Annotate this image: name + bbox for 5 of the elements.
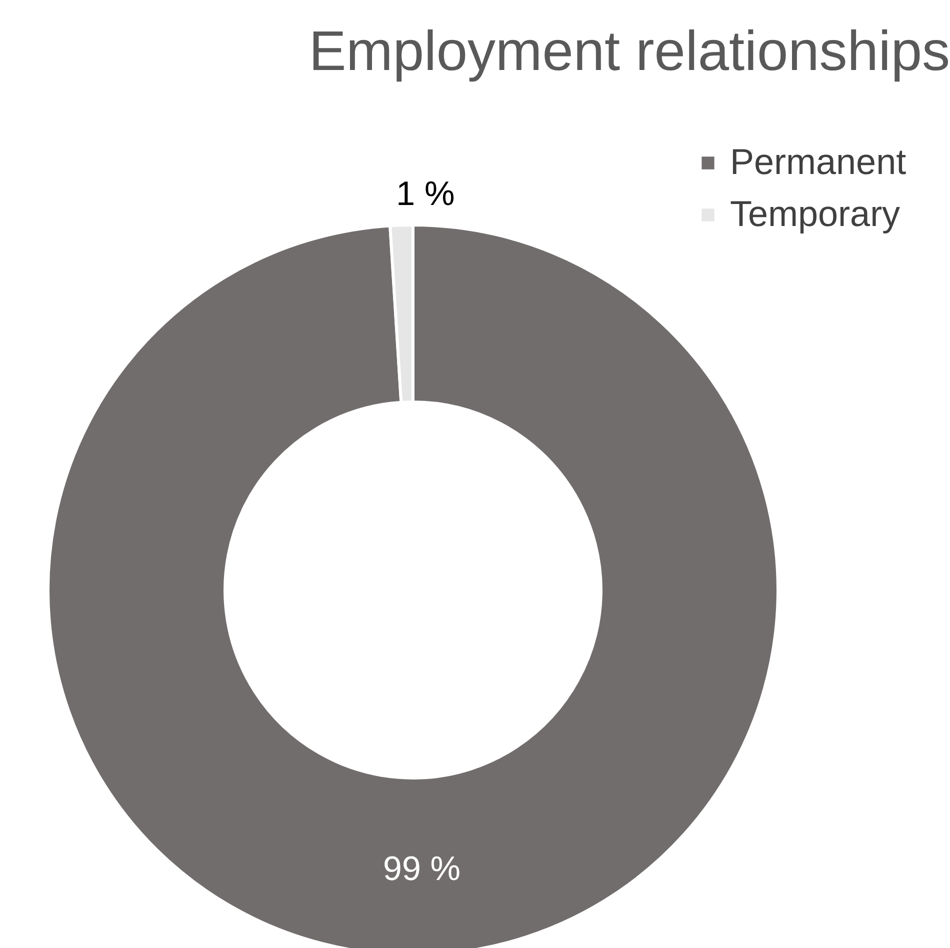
data-label: 99 % [383, 850, 461, 888]
legend-label: Temporary [730, 193, 900, 234]
data-label: 1 % [396, 175, 455, 214]
chart-title: Employment relationships [308, 19, 950, 82]
legend-label: Permanent [730, 141, 906, 182]
